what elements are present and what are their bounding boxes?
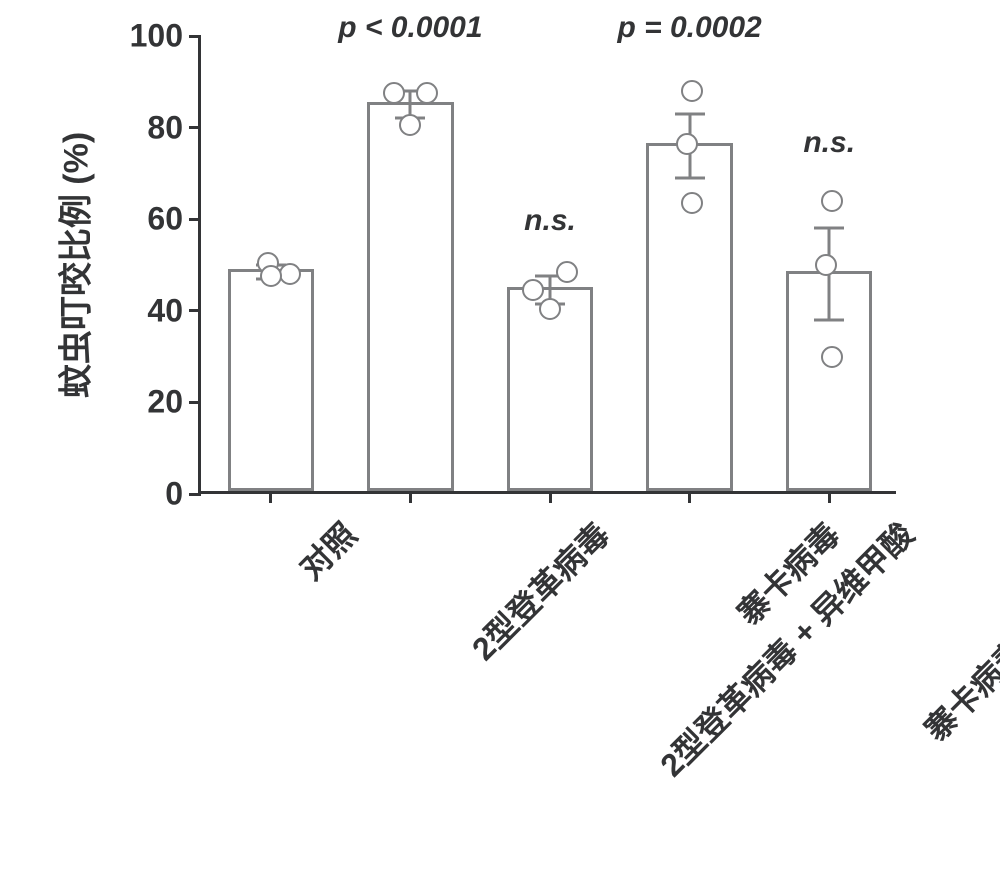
y-tick xyxy=(189,126,201,129)
y-tick-label: 60 xyxy=(147,201,183,238)
y-tick-label: 80 xyxy=(147,109,183,146)
x-tick xyxy=(549,491,552,503)
x-tick-label: 寨卡病毒 + 异维甲酸 xyxy=(913,511,1000,750)
data-point xyxy=(279,263,301,285)
y-tick xyxy=(189,309,201,312)
bar xyxy=(367,102,454,491)
plot-area: 020406080100蚊虫叮咬比例 (%)对照2型登革病毒2型登革病毒 + 异… xyxy=(198,36,896,494)
error-cap xyxy=(675,112,705,115)
y-tick-label: 100 xyxy=(130,18,183,55)
x-tick xyxy=(409,491,412,503)
x-tick xyxy=(269,491,272,503)
y-tick xyxy=(189,493,201,496)
data-point xyxy=(681,80,703,102)
data-point xyxy=(399,114,421,136)
data-point xyxy=(556,261,578,283)
data-point xyxy=(676,133,698,155)
significance-label: p = 0.0002 xyxy=(617,11,761,45)
error-cap xyxy=(675,176,705,179)
significance-label: n.s. xyxy=(524,204,576,238)
data-point xyxy=(681,192,703,214)
y-tick xyxy=(189,401,201,404)
bar-chart-figure: 020406080100蚊虫叮咬比例 (%)对照2型登革病毒2型登革病毒 + 异… xyxy=(0,0,1000,896)
data-point xyxy=(416,82,438,104)
data-point xyxy=(815,254,837,276)
y-tick-label: 0 xyxy=(165,476,183,513)
data-point xyxy=(821,190,843,212)
data-point xyxy=(821,346,843,368)
bar xyxy=(228,269,315,491)
data-point xyxy=(522,279,544,301)
y-tick xyxy=(189,218,201,221)
significance-label: n.s. xyxy=(803,126,855,160)
x-tick-label: 2型登革病毒 xyxy=(460,511,618,669)
error-cap xyxy=(814,318,844,321)
data-point xyxy=(260,265,282,287)
data-point xyxy=(383,82,405,104)
y-tick-label: 40 xyxy=(147,292,183,329)
x-tick-label: 对照 xyxy=(288,511,366,589)
significance-label: p < 0.0001 xyxy=(338,11,482,45)
y-tick xyxy=(189,35,201,38)
y-tick-label: 20 xyxy=(147,384,183,421)
y-axis-title: 蚊虫叮咬比例 (%) xyxy=(49,132,98,398)
x-tick xyxy=(828,491,831,503)
x-tick xyxy=(688,491,691,503)
data-point xyxy=(539,298,561,320)
error-cap xyxy=(814,227,844,230)
